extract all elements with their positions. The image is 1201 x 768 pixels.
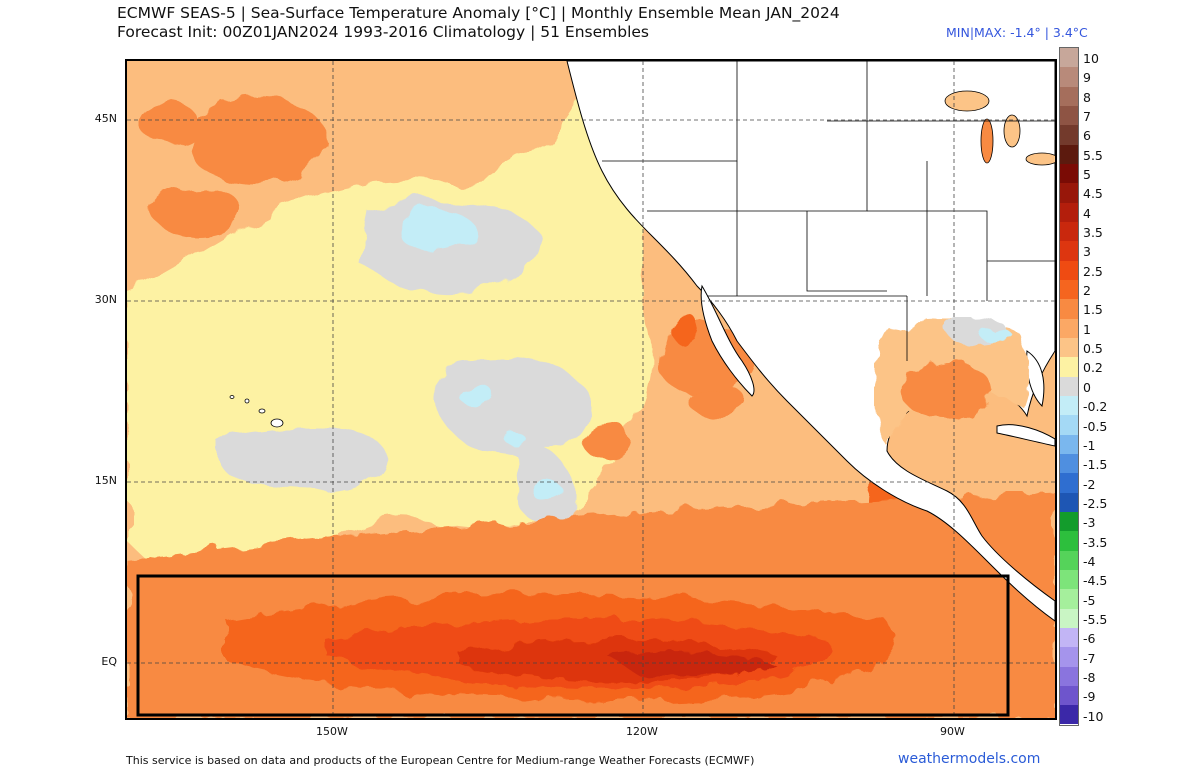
color-swatch: [1060, 705, 1078, 725]
color-scale-label: -0.5: [1083, 418, 1108, 434]
great-lakes: [944, 90, 1055, 166]
color-scale-label: 10: [1083, 51, 1099, 66]
color-swatch: [1060, 357, 1078, 377]
title-line-1: ECMWF SEAS-5 | Sea-Surface Temperature A…: [117, 4, 840, 22]
color-swatch: [1060, 473, 1078, 493]
weathermodels-brand-link[interactable]: weathermodels.com: [898, 751, 1041, 767]
gulf-of-mexico-anomaly: [874, 317, 1029, 446]
color-scale-label: -5.5: [1083, 611, 1108, 627]
color-scale-label: 1.5: [1083, 302, 1103, 318]
color-swatch: [1060, 337, 1078, 358]
state-borders: [602, 61, 1055, 361]
color-scale-label: -3.5: [1083, 534, 1108, 550]
color-swatch: [1060, 434, 1078, 454]
color-swatch: [1060, 183, 1078, 203]
color-swatch: [1060, 531, 1078, 551]
map-title: ECMWF SEAS-5 | Sea-Surface Temperature A…: [117, 4, 840, 42]
color-swatch: [1060, 608, 1078, 628]
color-swatch: [1060, 299, 1078, 319]
lon-label-120w: 120W: [626, 725, 658, 738]
color-scale-label: 0.2: [1083, 360, 1103, 376]
color-scale-label: 9: [1083, 70, 1091, 86]
color-swatch: [1060, 48, 1078, 68]
color-swatch: [1060, 492, 1078, 512]
color-scale-label: 0: [1083, 379, 1091, 395]
color-scale-label: 6: [1083, 128, 1091, 144]
color-scale-label: -5: [1083, 592, 1096, 608]
color-scale-label: 5: [1083, 167, 1091, 183]
color-scale-label: -4: [1083, 553, 1096, 569]
color-scale-label: 4: [1083, 205, 1091, 221]
sst-anomaly-map: [125, 59, 1057, 720]
color-scale-label: -8: [1083, 669, 1096, 685]
color-scale-label: -0.2: [1083, 399, 1108, 415]
color-swatch: [1060, 589, 1078, 609]
anomaly-field: [127, 61, 985, 593]
color-swatch: [1060, 67, 1078, 87]
color-swatch: [1060, 666, 1078, 686]
lat-lon-grid: [127, 61, 1055, 718]
ecmwf-credit: This service is based on data and produc…: [126, 754, 755, 767]
color-swatch: [1060, 144, 1078, 164]
color-scale-label: 8: [1083, 89, 1091, 105]
color-swatch: [1060, 647, 1078, 667]
color-swatch: [1060, 415, 1078, 435]
color-scale-label: -1: [1083, 437, 1096, 453]
lon-label-150w: 150W: [316, 725, 348, 738]
color-scale-label: 2.5: [1083, 263, 1103, 279]
color-scale-label: 1: [1083, 321, 1091, 337]
color-scale-label: -1.5: [1083, 457, 1108, 473]
color-scale-label: 5.5: [1083, 147, 1103, 163]
color-scale-label: 3: [1083, 244, 1091, 260]
equatorial-pacific-box: [136, 574, 1010, 717]
color-scale-label: -4.5: [1083, 573, 1108, 589]
color-swatch: [1060, 125, 1078, 145]
color-swatch: [1060, 241, 1078, 261]
color-swatch: [1060, 511, 1078, 532]
color-swatch: [1060, 105, 1078, 126]
color-scale-label: 0.5: [1083, 341, 1103, 357]
equatorial-warm-anomaly: [127, 491, 1055, 718]
color-swatch: [1060, 279, 1078, 300]
color-scale-label: -9: [1083, 689, 1096, 705]
color-swatch: [1060, 202, 1078, 222]
min-max-readout: MIN|MAX: -1.4° | 3.4°C: [946, 25, 1088, 40]
title-line-2: Forecast Init: 00Z01JAN2024 1993-2016 Cl…: [117, 23, 649, 41]
color-swatch: [1060, 86, 1078, 106]
color-scale-label: -6: [1083, 631, 1096, 647]
color-scale-label: -2: [1083, 476, 1096, 492]
color-scale-label: -10: [1083, 708, 1104, 724]
lat-label-eq: EQ: [101, 655, 117, 668]
color-swatch: [1060, 163, 1078, 184]
hawaii-islands: [229, 395, 284, 428]
color-swatch: [1060, 685, 1078, 706]
color-swatch: [1060, 376, 1078, 396]
color-swatch: [1060, 318, 1078, 338]
lat-label-30n: 30N: [94, 293, 117, 306]
color-scale-label: 7: [1083, 109, 1091, 125]
color-scale-label: 3.5: [1083, 225, 1103, 241]
color-swatch: [1060, 221, 1078, 242]
lon-label-90w: 90W: [940, 725, 965, 738]
color-swatch: [1060, 627, 1078, 648]
color-swatch: [1060, 453, 1078, 474]
color-scale-label: -7: [1083, 650, 1096, 666]
color-scale-label: 2: [1083, 283, 1091, 299]
lat-label-45n: 45N: [94, 112, 117, 125]
color-swatch: [1060, 395, 1078, 416]
color-scale-label: -3: [1083, 515, 1096, 531]
color-scale-label: -2.5: [1083, 495, 1108, 511]
lat-label-15n: 15N: [94, 474, 117, 487]
map-canvas: [127, 61, 1055, 718]
color-scale-bar: [1059, 47, 1079, 726]
color-swatch: [1060, 550, 1078, 570]
color-scale-label: 4.5: [1083, 186, 1103, 202]
color-swatch: [1060, 260, 1078, 280]
color-swatch: [1060, 569, 1078, 590]
